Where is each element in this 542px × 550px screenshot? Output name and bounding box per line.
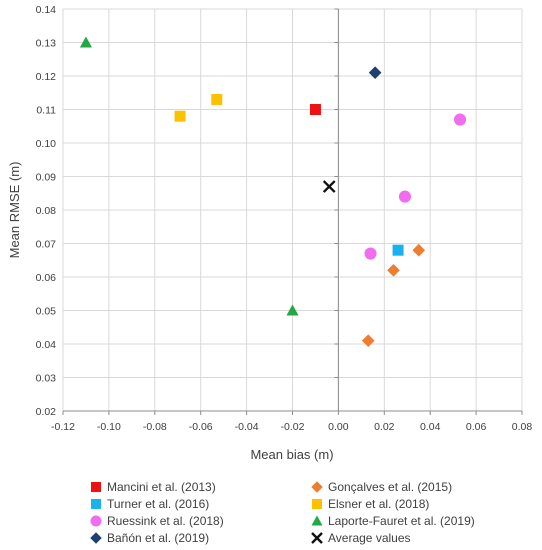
legend-item: Ruessink et al. (2018) <box>90 514 224 528</box>
x-tick-label: -0.02 <box>281 421 305 433</box>
data-point-square <box>211 93 223 105</box>
grid-lines <box>62 8 523 412</box>
legend: Mancini et al. (2013) Gonçalves et al. (2… <box>90 480 475 545</box>
legend-label: Ruessink et al. (2018) <box>107 514 224 528</box>
data-point-x <box>322 180 336 193</box>
legend-marker-square <box>91 499 101 509</box>
x-tick-label: -0.12 <box>51 421 75 433</box>
data-point-square <box>309 104 321 115</box>
y-tick-label: 0.06 <box>36 272 57 284</box>
y-tick-label: 0.05 <box>36 306 57 318</box>
legend-label: Laporte-Fauret et al. (2019) <box>328 514 475 528</box>
legend-label: Bañón et al. (2019) <box>107 531 209 545</box>
y-tick-label: 0.12 <box>36 71 57 83</box>
y-tick-label: 0.13 <box>36 38 57 50</box>
y-tick-label: 0.08 <box>36 205 57 217</box>
legend-marker-square <box>312 499 322 509</box>
legend-item: Gonçalves et al. (2015) <box>311 480 452 494</box>
y-tick-label: 0.07 <box>36 239 57 251</box>
legend-label: Average values <box>328 531 411 545</box>
data-points <box>79 36 467 347</box>
x-tick-label: 0.06 <box>466 421 487 433</box>
legend-marker-triangle <box>311 515 323 526</box>
y-tick-label: 0.11 <box>36 105 56 117</box>
data-point-square <box>392 244 404 256</box>
y-tick-label: 0.04 <box>36 339 57 351</box>
x-tick-label: 0.02 <box>374 421 395 433</box>
legend-marker-x <box>311 532 323 544</box>
legend-label: Turner et al. (2016) <box>107 497 209 511</box>
legend-item: Mancini et al. (2013) <box>91 480 216 494</box>
axes <box>62 8 523 415</box>
legend-item: Turner et al. (2016) <box>91 497 209 511</box>
legend-label: Gonçalves et al. (2015) <box>328 480 452 494</box>
legend-item: Elsner et al. (2018) <box>312 497 429 511</box>
data-point-circle <box>364 247 377 260</box>
x-tick-label: -0.08 <box>143 421 167 433</box>
legend-item: Bañón et al. (2019) <box>90 531 209 545</box>
y-tick-label: 0.09 <box>36 172 57 184</box>
y-tick-label: 0.03 <box>36 373 57 385</box>
data-point-triangle <box>79 36 92 48</box>
data-point-circle <box>453 113 467 126</box>
legend-marker-square <box>91 482 101 492</box>
x-tick-label: 0.04 <box>420 421 441 433</box>
data-point-diamond <box>368 66 382 79</box>
data-point-diamond <box>387 263 400 277</box>
legend-marker-diamond <box>90 532 102 544</box>
data-point-circle <box>398 190 412 203</box>
legend-item: Average values <box>311 531 411 545</box>
legend-marker-diamond <box>311 481 323 493</box>
data-point-diamond <box>412 243 426 257</box>
x-tick-label: -0.04 <box>235 421 259 433</box>
x-tick-labels: -0.12 -0.10 -0.08 -0.06 -0.04 -0.02 0.00 0.02 0.… <box>51 421 532 433</box>
legend-item: Laporte-Fauret et al. (2019) <box>311 514 475 528</box>
x-tick-label: -0.06 <box>189 421 213 433</box>
x-tick-label: -0.10 <box>97 421 121 433</box>
y-tick-labels: 0.02 0.03 0.04 0.05 0.06 0.07 0.08 0.09 0.10 0.11… <box>36 4 57 418</box>
y-tick-label: 0.10 <box>36 138 57 150</box>
legend-label: Mancini et al. (2013) <box>107 480 216 494</box>
x-axis-title: Mean bias (m) <box>250 447 333 462</box>
y-tick-label: 0.02 <box>36 406 57 418</box>
data-point-diamond <box>361 334 375 347</box>
y-tick-label: 0.14 <box>36 4 57 16</box>
x-tick-label: 0.00 <box>328 421 349 433</box>
data-point-square <box>174 110 186 122</box>
data-point-triangle <box>286 304 299 316</box>
y-axis-title: Mean RMSE (m) <box>7 162 22 259</box>
legend-marker-circle <box>90 515 102 527</box>
x-tick-label: 0.08 <box>512 421 533 433</box>
legend-label: Elsner et al. (2018) <box>328 497 429 511</box>
